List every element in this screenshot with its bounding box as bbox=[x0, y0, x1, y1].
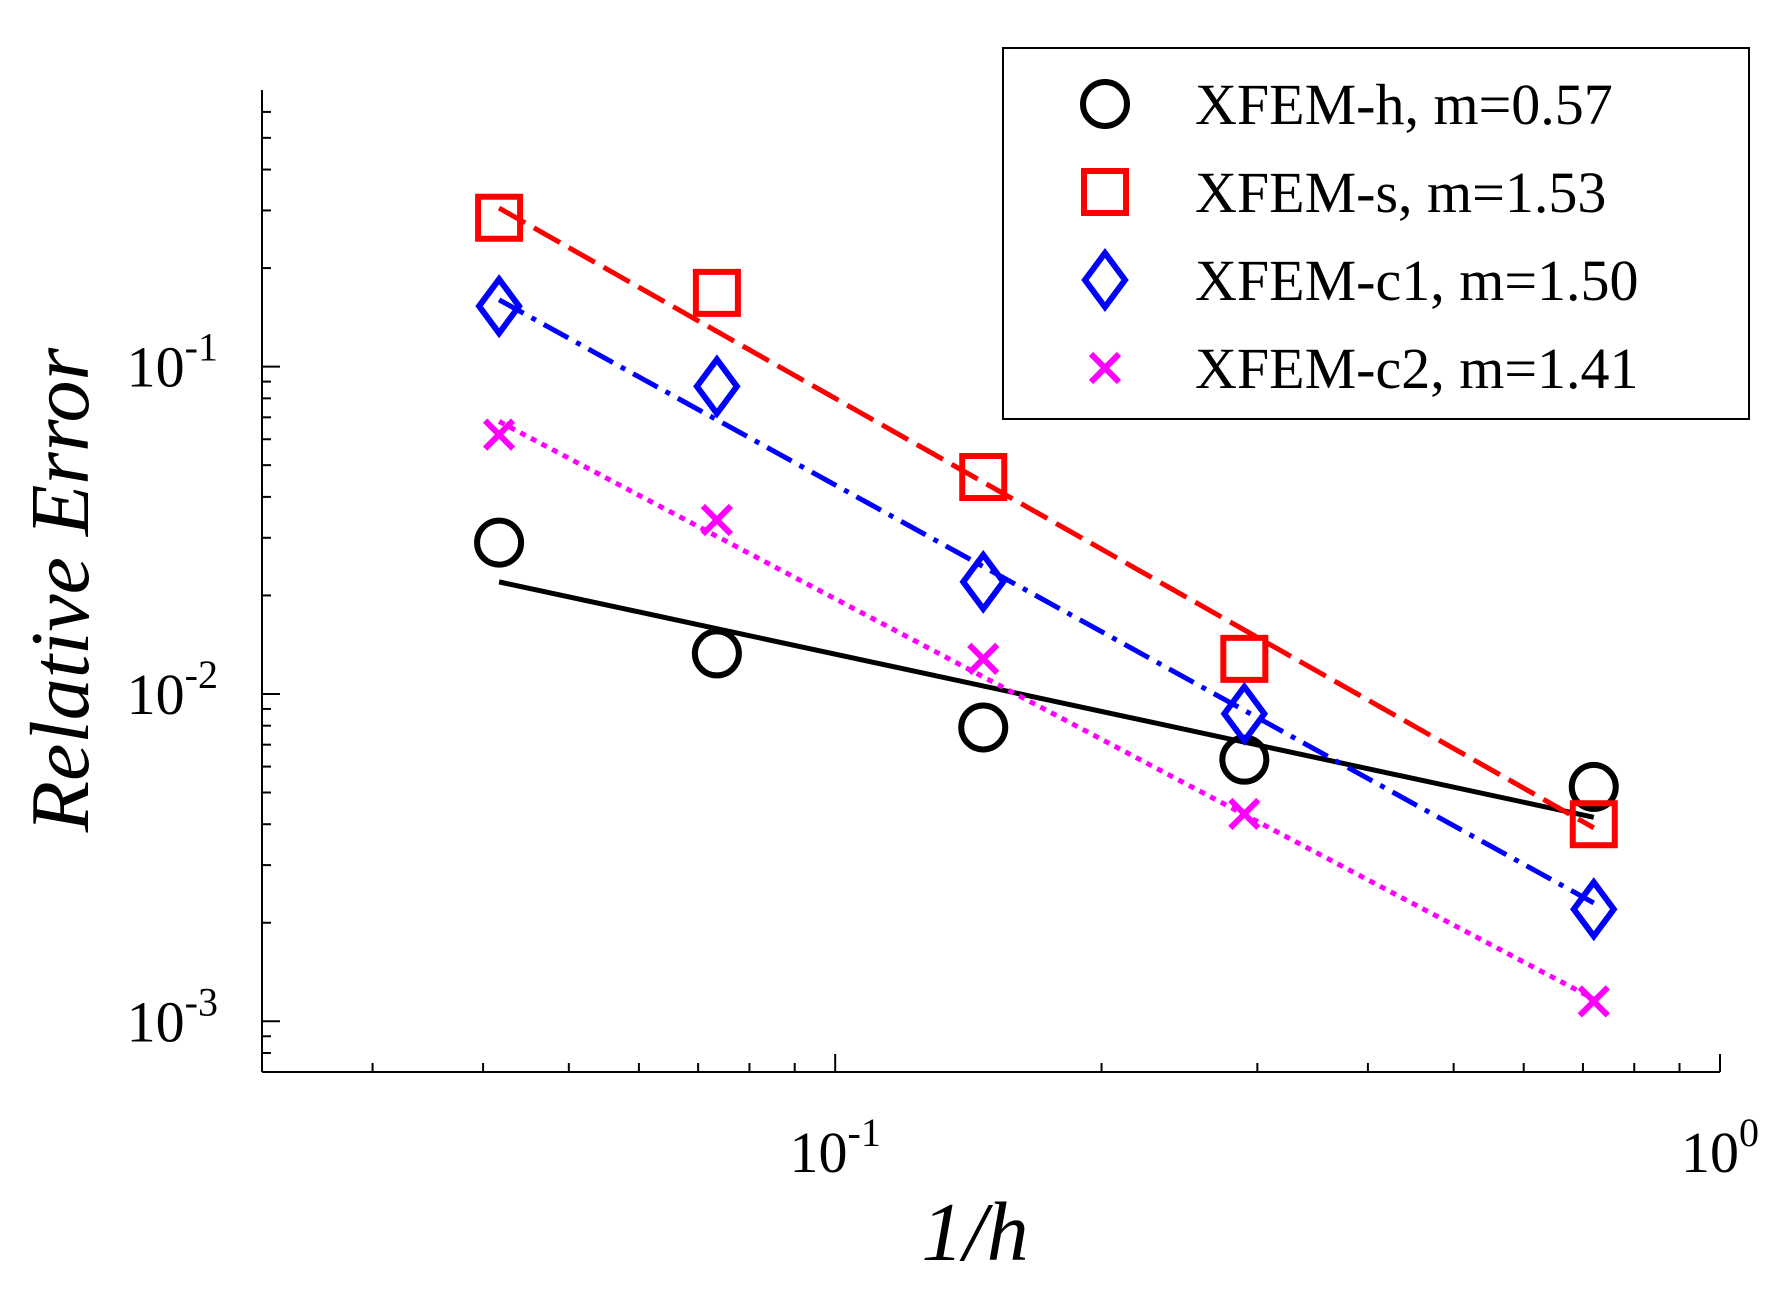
point-xfem-s bbox=[692, 268, 741, 317]
data-markers bbox=[474, 193, 1619, 1018]
tick-labels: 10-1 100 10-3 10-2 10-1 bbox=[127, 325, 1759, 1185]
point-xfem-s bbox=[959, 453, 1008, 502]
legend-marker-xfem-c2-stroke bbox=[1088, 351, 1122, 385]
point-xfem-h bbox=[474, 517, 525, 568]
point-xfem-c2 bbox=[700, 503, 734, 537]
point-xfem-c1 bbox=[1570, 877, 1618, 942]
legend-marker-xfem-c2 bbox=[1088, 351, 1122, 385]
point-xfem-c2-stroke bbox=[700, 503, 734, 537]
point-xfem-c1 bbox=[959, 549, 1007, 614]
point-xfem-c2-stroke bbox=[1228, 797, 1261, 831]
point-xfem-c1 bbox=[693, 354, 741, 419]
fit-line-xfem-c2 bbox=[497, 419, 1595, 1002]
legend-label-xfem-c1: XFEM-c1, m=1.50 bbox=[1195, 248, 1639, 313]
point-xfem-s bbox=[1220, 634, 1269, 683]
point-xfem-c2-stroke bbox=[1577, 985, 1610, 1018]
point-xfem-s bbox=[475, 193, 524, 242]
point-xfem-h bbox=[691, 628, 742, 679]
legend-label-xfem-s: XFEM-s, m=1.53 bbox=[1195, 160, 1606, 225]
point-xfem-c2 bbox=[967, 642, 1000, 675]
point-xfem-c1 bbox=[1220, 681, 1269, 746]
y-tick-label: 10-1 bbox=[127, 325, 218, 400]
point-xfem-c2-stroke bbox=[482, 418, 516, 451]
legend-marker-xfem-h bbox=[1080, 79, 1130, 129]
y-tick-label: 10-2 bbox=[127, 652, 218, 727]
x-tick-label: 10-1 bbox=[790, 1110, 881, 1185]
point-xfem-c2 bbox=[482, 418, 516, 451]
x-tick-label: 100 bbox=[1681, 1110, 1759, 1185]
fit-lines bbox=[497, 205, 1595, 1002]
point-xfem-c2 bbox=[1228, 797, 1261, 831]
legend-marker-xfem-c1 bbox=[1081, 247, 1129, 313]
point-xfem-c2-stroke bbox=[967, 642, 1000, 675]
point-xfem-h bbox=[1568, 761, 1619, 812]
fit-line-xfem-c1 bbox=[497, 297, 1595, 906]
point-xfem-c2 bbox=[1577, 985, 1610, 1018]
point-xfem-c1 bbox=[475, 274, 523, 339]
plot-axes bbox=[261, 90, 1721, 1073]
y-axis-title: Relative Error bbox=[14, 347, 107, 833]
fit-line-xfem-h bbox=[498, 579, 1595, 820]
fit-line-xfem-s bbox=[497, 205, 1595, 830]
y-tick-label: 10-3 bbox=[127, 979, 218, 1054]
legend-label-xfem-c2: XFEM-c2, m=1.41 bbox=[1195, 336, 1639, 401]
legend: XFEM-h, m=0.57 XFEM-s, m=1.53 XFEM-c1, m=1… bbox=[1002, 47, 1750, 420]
legend-label-xfem-h: XFEM-h, m=0.57 bbox=[1195, 72, 1613, 137]
point-xfem-s bbox=[1569, 800, 1618, 849]
legend-marker-xfem-s bbox=[1081, 168, 1129, 216]
x-axis-title: 1/h bbox=[921, 1186, 1028, 1279]
point-xfem-h bbox=[958, 702, 1009, 753]
